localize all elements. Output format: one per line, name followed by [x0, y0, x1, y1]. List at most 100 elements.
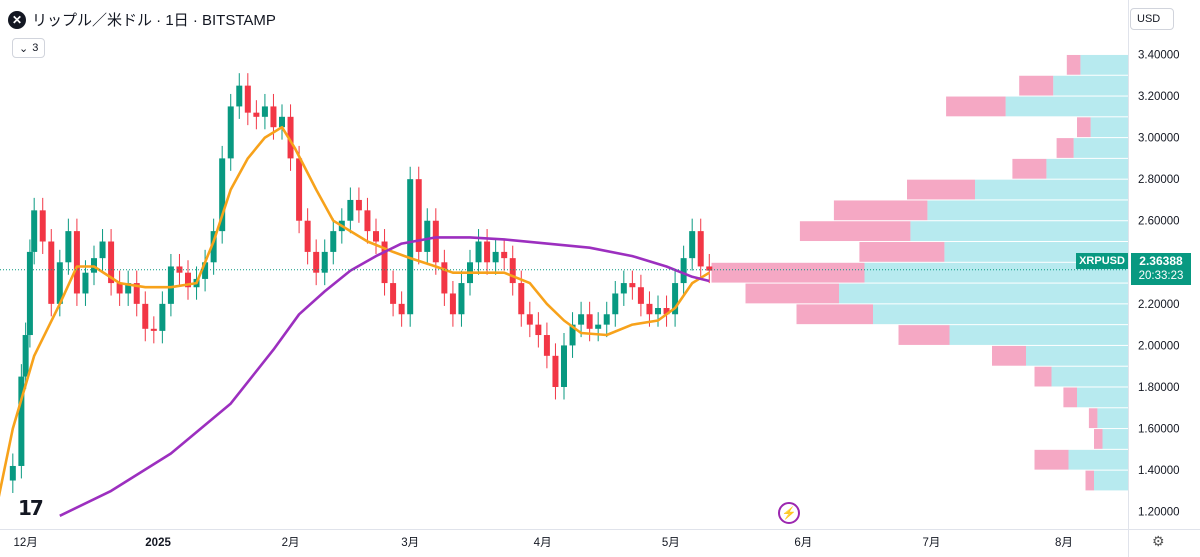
- candle-body: [373, 231, 379, 242]
- candle-body: [65, 231, 72, 263]
- candle-body: [321, 251, 328, 273]
- volume-profile-down-bar: [1077, 117, 1091, 138]
- candle-body: [279, 116, 285, 128]
- candle-body: [355, 199, 362, 211]
- symbol-header[interactable]: ✕ リップル／米ドル · 1日 · BITSTAMP: [8, 9, 276, 30]
- volume-profile-up-bar: [1102, 429, 1128, 449]
- y-tick-label: 2.00000: [1138, 340, 1180, 352]
- candle-body: [595, 324, 602, 329]
- volume-profile-down-bar: [1088, 408, 1098, 429]
- candle-body: [270, 106, 277, 128]
- volume-profile-down-bar: [1034, 366, 1052, 387]
- volume-profile-down-bar: [859, 242, 945, 262]
- x-tick-label: 4月: [534, 537, 552, 549]
- candle-body: [210, 231, 217, 263]
- volume-profile-down-bar: [745, 283, 839, 304]
- y-tick-label: 2.80000: [1138, 174, 1180, 186]
- volume-profile-up-bar: [1051, 366, 1128, 387]
- candle-body: [150, 328, 157, 331]
- candle-body: [82, 272, 89, 294]
- candle-body: [492, 251, 499, 263]
- volume-profile-down-bar: [1056, 138, 1074, 158]
- candle-body: [99, 241, 106, 259]
- candle-body: [689, 231, 696, 259]
- volume-profile-down-bar: [1034, 449, 1069, 470]
- candle-body: [347, 199, 354, 221]
- volume-profile-up-bar: [949, 325, 1128, 345]
- candle-body: [449, 293, 456, 315]
- candle-body: [125, 283, 132, 294]
- y-tick-label: 2.20000: [1138, 299, 1180, 311]
- volume-profile-up-bar: [864, 262, 1128, 283]
- candle-body: [535, 324, 542, 336]
- candle-body: [441, 262, 448, 294]
- candle-body: [381, 241, 388, 284]
- x-tick-label: 6月: [794, 537, 812, 549]
- candle-body: [185, 272, 191, 288]
- candle-body: [22, 335, 29, 377]
- candle-body: [518, 283, 525, 315]
- last-price-label: 2.36388 20:33:23: [1131, 253, 1191, 285]
- candle-body: [56, 262, 63, 304]
- volume-profile-up-bar: [1097, 408, 1128, 429]
- y-tick-label: 3.20000: [1138, 91, 1180, 103]
- candle-body: [629, 283, 636, 288]
- volume-profile-up-bar: [1090, 117, 1128, 138]
- candle-body: [484, 241, 491, 263]
- x-tick-label: 8月: [1055, 537, 1073, 549]
- ma-fast-line: [0, 125, 710, 498]
- volume-profile-down-bar: [796, 304, 873, 325]
- candle-body: [475, 241, 482, 263]
- candle-body: [304, 220, 311, 252]
- candle-body: [578, 314, 585, 325]
- symbol-price-tag: XRPUSD: [1076, 253, 1128, 269]
- candle-body: [26, 251, 33, 336]
- volume-profile-up-bar: [839, 283, 1128, 304]
- volume-profile-down-bar: [907, 179, 975, 200]
- tradingview-logo-icon[interactable]: 17: [18, 496, 44, 520]
- candle-body: [116, 283, 123, 294]
- bar-countdown: 20:33:23: [1138, 270, 1184, 282]
- candle-body: [296, 158, 303, 221]
- x-tick-label: 12月: [13, 537, 37, 549]
- candle-body: [167, 266, 174, 304]
- candle-body: [407, 179, 414, 315]
- y-tick-label: 1.60000: [1138, 424, 1180, 436]
- y-tick-label: 1.20000: [1138, 507, 1180, 519]
- candle-body: [236, 85, 243, 107]
- candle-body: [108, 241, 115, 284]
- y-tick-label: 2.60000: [1138, 216, 1180, 228]
- candle-body: [219, 158, 226, 232]
- candle-body: [680, 258, 687, 284]
- indicators-toggle-button[interactable]: ⌄ 3: [12, 38, 46, 58]
- volume-profile-down-bar: [1012, 158, 1047, 179]
- candle-body: [39, 210, 46, 242]
- ripple-logo-icon: ✕: [8, 10, 26, 29]
- candle-body: [31, 210, 38, 252]
- candle-body: [142, 303, 149, 329]
- volume-profile-up-bar: [1053, 75, 1128, 96]
- y-tick-label: 1.80000: [1138, 382, 1180, 394]
- volume-profile-up-bar: [975, 179, 1128, 200]
- volume-profile-up-bar: [1080, 54, 1128, 75]
- candle-body: [313, 251, 320, 273]
- candle-body: [663, 308, 670, 315]
- candle-body: [655, 308, 661, 315]
- chevron-down-icon: ⌄: [19, 42, 29, 55]
- volume-profile-down-bar: [1019, 75, 1054, 96]
- y-tick-label: 3.00000: [1138, 133, 1180, 145]
- candle-body: [646, 303, 653, 315]
- volume-profile-up-bar: [873, 304, 1128, 325]
- currency-select[interactable]: USD: [1130, 8, 1174, 30]
- candle-body: [458, 283, 465, 315]
- candle-body: [9, 465, 16, 481]
- volume-profile-down-bar: [1085, 470, 1094, 491]
- flash-icon[interactable]: ⚡: [778, 502, 800, 524]
- volume-profile-up-bar: [927, 200, 1128, 221]
- volume-profile-up-bar: [1046, 158, 1128, 179]
- candle-body: [415, 179, 422, 252]
- candle-body: [586, 314, 593, 329]
- candle-body: [398, 303, 405, 315]
- settings-gear-icon[interactable]: ⚙: [1152, 533, 1165, 549]
